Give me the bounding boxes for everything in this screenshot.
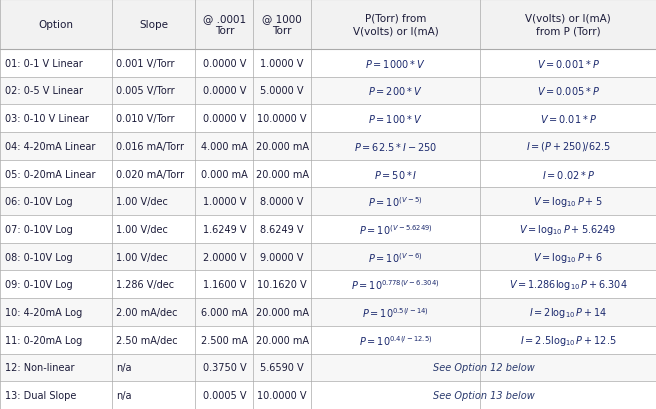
Text: 1.286 V/dec: 1.286 V/dec bbox=[116, 280, 174, 290]
Text: 1.6249 V: 1.6249 V bbox=[203, 225, 246, 234]
Text: 08: 0-10V Log: 08: 0-10V Log bbox=[5, 252, 72, 262]
Text: 1.1600 V: 1.1600 V bbox=[203, 280, 246, 290]
Text: 11: 0-20mA Log: 11: 0-20mA Log bbox=[5, 335, 82, 345]
Text: 20.000 mA: 20.000 mA bbox=[256, 307, 308, 317]
Text: 0.010 V/Torr: 0.010 V/Torr bbox=[116, 114, 174, 124]
Text: 0.005 V/Torr: 0.005 V/Torr bbox=[116, 86, 174, 96]
Text: $P = 10^{(V-6)}$: $P = 10^{(V-6)}$ bbox=[369, 250, 422, 264]
Text: 6.000 mA: 6.000 mA bbox=[201, 307, 248, 317]
Text: $V = 0.01 * P$: $V = 0.01 * P$ bbox=[540, 113, 596, 125]
Text: 0.000 mA: 0.000 mA bbox=[201, 169, 248, 179]
Bar bbox=[0, 299, 656, 326]
Text: $I = 2.5 \log_{10} P + 12.5$: $I = 2.5 \log_{10} P + 12.5$ bbox=[520, 333, 617, 347]
Text: 2.0000 V: 2.0000 V bbox=[203, 252, 246, 262]
Text: 5.0000 V: 5.0000 V bbox=[260, 86, 304, 96]
Text: Slope: Slope bbox=[139, 20, 168, 30]
Text: $V = 1.286 \log_{10} P + 6.304$: $V = 1.286 \log_{10} P + 6.304$ bbox=[509, 278, 627, 292]
Text: n/a: n/a bbox=[116, 390, 132, 400]
Text: 0.0000 V: 0.0000 V bbox=[203, 86, 246, 96]
Bar bbox=[0, 188, 656, 216]
Text: 1.00 V/dec: 1.00 V/dec bbox=[116, 252, 168, 262]
Text: $I = 0.02 * P$: $I = 0.02 * P$ bbox=[542, 168, 594, 180]
Text: 10.0000 V: 10.0000 V bbox=[257, 390, 307, 400]
Text: $P = 10^{(V-5)}$: $P = 10^{(V-5)}$ bbox=[369, 195, 422, 209]
Text: @ .0001
Torr: @ .0001 Torr bbox=[203, 13, 246, 36]
Text: P(Torr) from
V(volts) or I(mA): P(Torr) from V(volts) or I(mA) bbox=[353, 13, 438, 36]
Text: $V = 0.001 * P$: $V = 0.001 * P$ bbox=[537, 58, 600, 70]
Text: See Option 13 below: See Option 13 below bbox=[432, 390, 535, 400]
Text: $P = 100 * V$: $P = 100 * V$ bbox=[369, 113, 422, 125]
Text: $P = 62.5 * I - 250$: $P = 62.5 * I - 250$ bbox=[354, 140, 437, 153]
Text: 8.0000 V: 8.0000 V bbox=[260, 197, 304, 207]
Text: 1.00 V/dec: 1.00 V/dec bbox=[116, 225, 168, 234]
Bar bbox=[0, 243, 656, 271]
Text: 2.500 mA: 2.500 mA bbox=[201, 335, 248, 345]
Text: $I = (P + 250)/62.5$: $I = (P + 250)/62.5$ bbox=[525, 140, 611, 153]
Text: 1.0000 V: 1.0000 V bbox=[260, 58, 304, 69]
Text: 2.50 mA/dec: 2.50 mA/dec bbox=[116, 335, 178, 345]
Text: 20.000 mA: 20.000 mA bbox=[256, 169, 308, 179]
Text: $V = 0.005 * P$: $V = 0.005 * P$ bbox=[537, 85, 600, 97]
Text: 0.0000 V: 0.0000 V bbox=[203, 58, 246, 69]
Text: 0.0000 V: 0.0000 V bbox=[203, 114, 246, 124]
Bar bbox=[0, 160, 656, 188]
Text: 0.3750 V: 0.3750 V bbox=[203, 362, 246, 373]
Text: $P = 10^{0.4(I-12.5)}$: $P = 10^{0.4(I-12.5)}$ bbox=[359, 333, 432, 347]
Text: $I = 2 \log_{10} P + 14$: $I = 2 \log_{10} P + 14$ bbox=[529, 305, 607, 319]
Text: $V = \log_{10} P + 5$: $V = \log_{10} P + 5$ bbox=[533, 195, 603, 209]
Text: 09: 0-10V Log: 09: 0-10V Log bbox=[5, 280, 72, 290]
Text: 0.016 mA/Torr: 0.016 mA/Torr bbox=[116, 142, 184, 151]
Text: 07: 0-10V Log: 07: 0-10V Log bbox=[5, 225, 72, 234]
Text: $P = 200 * V$: $P = 200 * V$ bbox=[369, 85, 422, 97]
Bar bbox=[0, 0, 656, 50]
Text: 12: Non-linear: 12: Non-linear bbox=[5, 362, 74, 373]
Bar bbox=[0, 326, 656, 354]
Text: Option: Option bbox=[38, 20, 73, 30]
Text: 0.020 mA/Torr: 0.020 mA/Torr bbox=[116, 169, 184, 179]
Text: 0.0005 V: 0.0005 V bbox=[203, 390, 246, 400]
Bar bbox=[0, 381, 656, 409]
Text: @ 1000
Torr: @ 1000 Torr bbox=[262, 13, 302, 36]
Text: n/a: n/a bbox=[116, 362, 132, 373]
Text: 1.00 V/dec: 1.00 V/dec bbox=[116, 197, 168, 207]
Bar bbox=[0, 133, 656, 160]
Text: 10.1620 V: 10.1620 V bbox=[257, 280, 307, 290]
Text: 4.000 mA: 4.000 mA bbox=[201, 142, 248, 151]
Bar bbox=[0, 50, 656, 77]
Bar bbox=[0, 271, 656, 299]
Text: $P = 10^{0.778(V-6.304)}$: $P = 10^{0.778(V-6.304)}$ bbox=[352, 278, 440, 292]
Text: 9.0000 V: 9.0000 V bbox=[260, 252, 304, 262]
Text: 13: Dual Slope: 13: Dual Slope bbox=[5, 390, 76, 400]
Bar bbox=[0, 105, 656, 133]
Text: $P = 50 * I$: $P = 50 * I$ bbox=[374, 168, 417, 180]
Text: 06: 0-10V Log: 06: 0-10V Log bbox=[5, 197, 72, 207]
Text: 02: 0-5 V Linear: 02: 0-5 V Linear bbox=[5, 86, 83, 96]
Text: 05: 0-20mA Linear: 05: 0-20mA Linear bbox=[5, 169, 95, 179]
Text: $P = 10^{(V-5.6249)}$: $P = 10^{(V-5.6249)}$ bbox=[359, 222, 432, 236]
Bar bbox=[0, 77, 656, 105]
Text: 20.000 mA: 20.000 mA bbox=[256, 335, 308, 345]
Text: $V = \log_{10} P + 5.6249$: $V = \log_{10} P + 5.6249$ bbox=[520, 222, 617, 236]
Text: 2.00 mA/dec: 2.00 mA/dec bbox=[116, 307, 178, 317]
Text: 0.001 V/Torr: 0.001 V/Torr bbox=[116, 58, 174, 69]
Text: 04: 4-20mA Linear: 04: 4-20mA Linear bbox=[5, 142, 95, 151]
Text: 03: 0-10 V Linear: 03: 0-10 V Linear bbox=[5, 114, 89, 124]
Text: $V = \log_{10} P + 6$: $V = \log_{10} P + 6$ bbox=[533, 250, 603, 264]
Bar bbox=[0, 354, 656, 381]
Text: 8.6249 V: 8.6249 V bbox=[260, 225, 304, 234]
Text: V(volts) or I(mA)
from P (Torr): V(volts) or I(mA) from P (Torr) bbox=[525, 13, 611, 36]
Text: See Option 12 below: See Option 12 below bbox=[432, 362, 535, 373]
Bar bbox=[0, 216, 656, 243]
Text: 10: 4-20mA Log: 10: 4-20mA Log bbox=[5, 307, 82, 317]
Text: 1.0000 V: 1.0000 V bbox=[203, 197, 246, 207]
Text: 10.0000 V: 10.0000 V bbox=[257, 114, 307, 124]
Text: 5.6590 V: 5.6590 V bbox=[260, 362, 304, 373]
Text: 20.000 mA: 20.000 mA bbox=[256, 142, 308, 151]
Text: $P = 10^{0.5(I-14)}$: $P = 10^{0.5(I-14)}$ bbox=[362, 306, 429, 319]
Text: 01: 0-1 V Linear: 01: 0-1 V Linear bbox=[5, 58, 83, 69]
Text: $P = 1000 * V$: $P = 1000 * V$ bbox=[365, 58, 426, 70]
